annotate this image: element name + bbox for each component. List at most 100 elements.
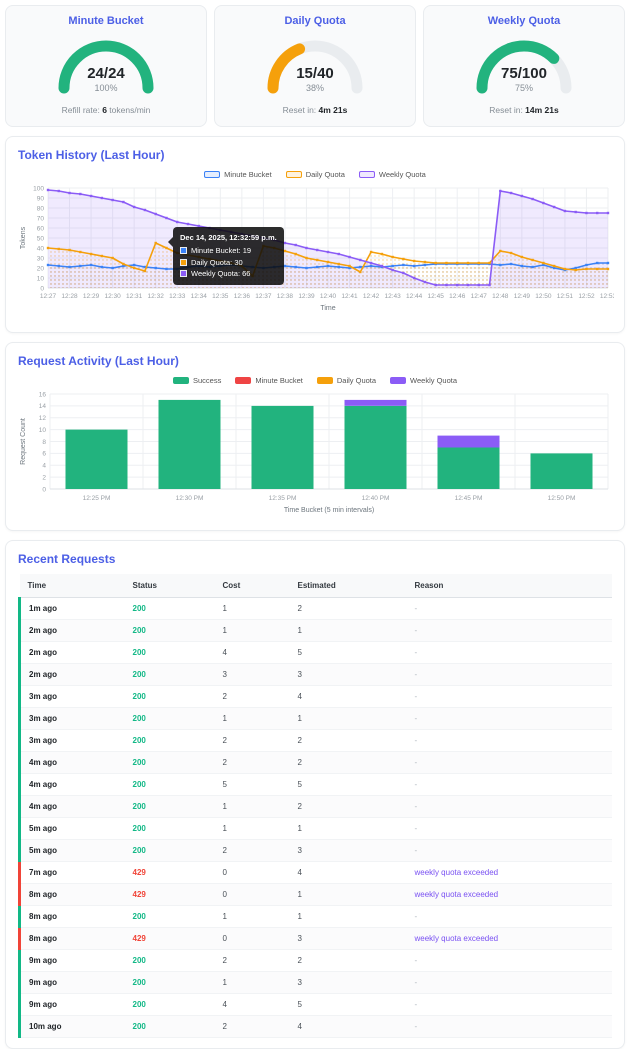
cell-time: 8m ago [19,927,125,950]
cell-cost: 0 [214,861,290,884]
cell-reason: - [406,773,612,796]
cell-estimated: 3 [289,927,407,950]
bar-success [437,447,500,489]
svg-text:12:50: 12:50 [535,293,552,300]
svg-text:12:35 PM: 12:35 PM [269,495,297,502]
legend-item-weekly-quota[interactable]: Weekly Quota [390,376,457,385]
gauge-arc [476,40,572,94]
cell-estimated: 1 [289,619,407,642]
bar-weekly-quota [437,435,500,448]
quota-card-daily-quota: Daily Quota 15/40 38% Reset in: 4m 21s [214,5,416,127]
legend-label: Minute Bucket [255,376,303,385]
card-footer: Reset in: 14m 21s [489,105,559,115]
cell-cost: 4 [214,993,290,1016]
gauge-arc [58,40,154,94]
table-row: 9m ago 200 2 2- [19,949,612,972]
cell-cost: 1 [214,707,290,730]
cell-status: 429 [124,927,215,950]
svg-text:90: 90 [37,195,45,202]
legend-item-weekly-quota[interactable]: Weekly Quota [358,170,426,179]
table-row: 5m ago 200 1 1- [19,817,612,840]
cell-time: 2m ago [19,619,125,642]
cell-reason: - [406,795,612,818]
cell-estimated: 2 [289,751,407,774]
cell-status: 200 [124,729,215,752]
svg-text:12:41: 12:41 [341,293,358,300]
table-row: 2m ago 200 3 3- [19,663,612,686]
legend-label: Daily Quota [336,376,377,385]
cell-estimated: 1 [289,883,407,906]
recent-requests-title: Recent Requests [18,552,116,566]
legend-swatch [390,377,407,384]
bar-success [65,429,128,489]
cell-estimated: 5 [289,773,407,796]
card-title: Minute Bucket [68,15,144,27]
gauge-percent: 38% [306,83,324,93]
cell-cost: 1 [214,619,290,642]
cell-reason: - [406,641,612,664]
cell-status: 200 [124,597,215,620]
token-history-chart[interactable]: 0 10 20 30 40 50 60 70 80 90 100 12:27 12:28 12:29 12:… [18,183,617,317]
svg-text:12:30: 12:30 [104,293,121,300]
cell-cost: 2 [214,729,290,752]
svg-text:16: 16 [39,391,47,398]
svg-text:12:52: 12:52 [578,293,595,300]
svg-text:12:32: 12:32 [148,293,165,300]
legend-swatch [285,171,302,178]
cell-time: 4m ago [19,773,125,796]
recent-requests-table: Time Status Cost Estimated Reason 1m ago 200 1… [18,574,612,1038]
cell-time: 3m ago [19,685,125,708]
cell-time: 7m ago [19,861,125,884]
cell-time: 5m ago [19,817,125,840]
column-header-cost: Cost [214,574,290,598]
cell-status: 200 [124,773,215,796]
svg-text:12:42: 12:42 [363,293,380,300]
table-row: 5m ago 200 2 3- [19,839,612,862]
cell-status: 200 [124,817,215,840]
bar-success [158,399,221,489]
cell-cost: 0 [214,927,290,950]
svg-text:12:48: 12:48 [492,293,509,300]
cell-cost: 2 [214,751,290,774]
legend-item-daily-quota[interactable]: Daily Quota [316,376,377,385]
quota-card-weekly-quota: Weekly Quota 75/100 75% Reset in: 14m 21s [423,5,625,127]
svg-text:12:51: 12:51 [557,293,574,300]
gauge-percent: 75% [515,83,533,93]
cell-cost: 1 [214,905,290,928]
cell-reason: weekly quota exceeded [406,883,612,906]
request-activity-chart[interactable]: 0 2 4 6 8 10 12 14 16 12:25 PM 12:30 PM 12:35 PM 12:… [18,389,614,515]
table-row: 8m ago 200 1 1- [19,905,612,928]
token-history-chart-area: 0 10 20 30 40 50 60 70 80 90 100 12:27 12:28 12:29 12:… [18,183,617,322]
cell-reason: - [406,729,612,752]
legend-item-minute-bucket[interactable]: Minute Bucket [235,376,303,385]
token-history-panel: Token History (Last Hour) Minute Bucket D… [5,136,625,333]
cell-cost: 4 [214,641,290,664]
svg-text:20: 20 [37,265,45,272]
x-axis-title: Time [320,305,335,312]
bar-success [251,405,314,489]
svg-text:12:29: 12:29 [83,293,100,300]
request-activity-panel: Request Activity (Last Hour) Success Minu… [5,342,625,531]
cell-status: 200 [124,685,215,708]
cell-status: 429 [124,883,215,906]
table-row: 2m ago 200 1 1- [19,619,612,642]
table-row: 3m ago 200 2 4- [19,685,612,708]
legend-item-success[interactable]: Success [172,376,221,385]
table-row: 4m ago 200 1 2- [19,795,612,818]
svg-text:12:45 PM: 12:45 PM [455,495,483,502]
legend-label: Weekly Quota [378,170,426,179]
cell-time: 8m ago [19,883,125,906]
cell-status: 200 [124,949,215,972]
table-header-row: Time Status Cost Estimated Reason [19,574,612,598]
card-title: Weekly Quota [487,15,561,27]
svg-text:12:37: 12:37 [255,293,272,300]
legend-swatch [235,377,252,384]
legend-item-minute-bucket[interactable]: Minute Bucket [204,170,272,179]
y-axis-title: Request Count [20,418,27,465]
svg-text:12:53: 12:53 [600,293,614,300]
cell-cost: 1 [214,971,290,994]
cell-reason: - [406,597,612,620]
legend-item-daily-quota[interactable]: Daily Quota [285,170,345,179]
